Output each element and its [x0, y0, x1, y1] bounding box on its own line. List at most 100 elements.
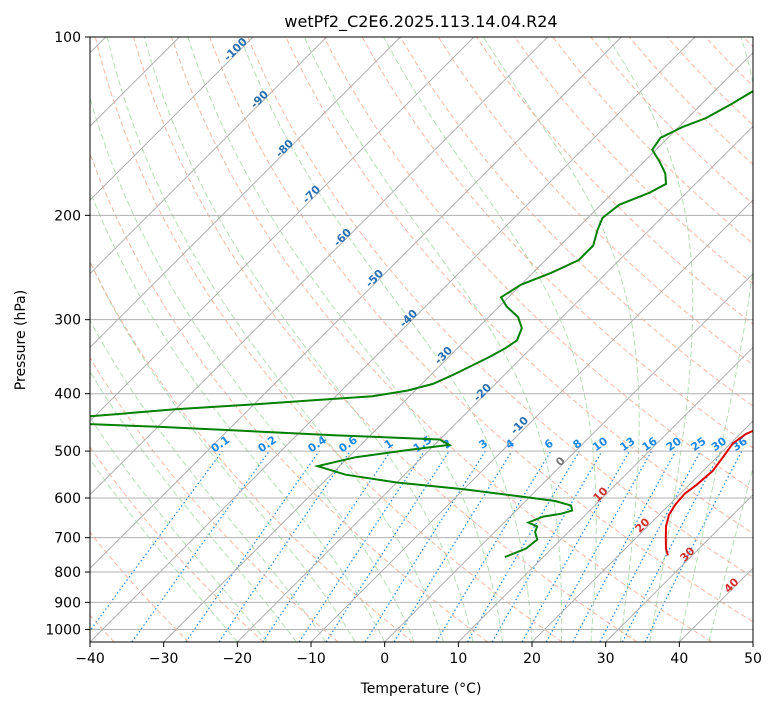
- x-tick-label: −40: [75, 651, 105, 667]
- dry-adiabat: [323, 37, 753, 491]
- chart-title: wetPf2_C2E6.2025.113.14.04.R24: [284, 12, 557, 32]
- dry-adiabat: [209, 37, 753, 623]
- dry-adiabat-label: -20: [471, 381, 494, 404]
- y-tick-label: 400: [54, 387, 81, 403]
- dry-adiabat: [437, 37, 753, 366]
- isotherm: [236, 125, 753, 642]
- y-tick-label: 900: [54, 595, 81, 611]
- x-tick-label: 50: [744, 651, 762, 667]
- dry-adiabat: [743, 37, 753, 48]
- temperature-profile: [664, 429, 753, 556]
- y-tick-label: 300: [54, 313, 81, 329]
- x-tick-label: −30: [149, 651, 179, 667]
- x-tick-label: 40: [670, 651, 688, 667]
- isotherms: [90, 37, 753, 642]
- dry-adiabat: [90, 531, 190, 642]
- x-axis-label: Temperature (°C): [360, 681, 482, 697]
- isotherm: [163, 51, 753, 642]
- mixing-ratio-line: [298, 450, 425, 642]
- mixing-ratio-label: 4: [503, 437, 517, 452]
- dry-adiabat: [90, 260, 414, 642]
- mixing-ratio-lines: [90, 450, 743, 642]
- moist-adiabat: [90, 458, 238, 642]
- mixing-ratio-line: [325, 450, 450, 642]
- dry-adiabat: [171, 37, 712, 642]
- moist-adiabat: [143, 37, 474, 642]
- moist-adiabat: [187, 37, 503, 642]
- dry-adiabat: [132, 37, 638, 642]
- dry-adiabats: [90, 37, 753, 642]
- y-tick-label: 700: [54, 531, 81, 547]
- isotherm: [605, 493, 753, 642]
- moist-adiabat: [106, 37, 445, 642]
- mixing-ratio-line: [262, 450, 392, 642]
- y-tick-label: 100: [54, 30, 81, 46]
- mixing-ratio-label: 0.2: [256, 433, 279, 455]
- dry-adiabat: [90, 152, 488, 642]
- x-tick-label: 10: [449, 651, 467, 667]
- x-tick-label: 0: [380, 651, 389, 667]
- moist-adiabat: [383, 37, 597, 642]
- plot-frame: [89, 36, 754, 643]
- isotherm: [752, 641, 753, 642]
- dry-adiabat-label: -10: [508, 414, 531, 437]
- dewpoint-profile: [90, 90, 753, 559]
- isotherm: [90, 37, 401, 349]
- mixing-ratio-line: [521, 450, 631, 642]
- mixing-ratio-line: [491, 450, 603, 642]
- mixing-ratio-label: 1.5: [411, 433, 434, 455]
- dry-adiabat-label: 10: [591, 484, 611, 504]
- dry-adiabat-label: -80: [273, 137, 296, 160]
- x-tick-label: 30: [597, 651, 615, 667]
- y-axis: 1000 900 800 700 600 500 400 300 200 100: [45, 30, 90, 638]
- x-axis: −40 −30 −20 −10 0 10 20 30 40 50: [75, 642, 762, 667]
- mixing-ratio-line: [131, 450, 270, 642]
- y-tick-label: 600: [54, 491, 81, 507]
- isotherm: [90, 37, 622, 570]
- x-tick-label: −10: [296, 651, 326, 667]
- dry-adiabat: [90, 446, 264, 642]
- dry-adiabat: [552, 37, 753, 245]
- dry-adiabat-label: -50: [363, 267, 386, 290]
- dry-adiabat: [94, 37, 563, 642]
- mixing-ratio-label: 6: [542, 437, 556, 452]
- isotherm: [457, 346, 753, 642]
- y-tick-label: 1000: [45, 622, 81, 638]
- isotherm: [90, 37, 696, 642]
- dry-adiabat: [590, 37, 753, 205]
- mixing-ratio-label: 0.4: [306, 433, 330, 455]
- dry-adiabat-label: -100: [221, 35, 250, 64]
- dry-adiabat: [285, 37, 753, 534]
- dry-adiabat-label: -30: [432, 344, 455, 367]
- moist-adiabat: [303, 37, 563, 642]
- moist-adiabats: [90, 37, 753, 642]
- dry-adiabat-label: 20: [633, 515, 653, 535]
- y-tick-label: 200: [54, 208, 81, 224]
- moist-adiabat: [90, 260, 356, 642]
- dry-adiabat: [90, 356, 339, 642]
- pressure-grid: [90, 37, 753, 630]
- dry-adiabat: [247, 37, 753, 578]
- mixing-ratio-line: [218, 450, 351, 642]
- isotherm: [90, 37, 254, 201]
- moist-adiabat: [90, 370, 297, 642]
- dry-adiabat-label: -70: [300, 183, 323, 206]
- isotherm: [310, 199, 753, 642]
- y-axis-label: Pressure (hPa): [13, 290, 29, 390]
- isotherm: [90, 37, 475, 422]
- mixing-ratio-line: [393, 450, 513, 642]
- dry-adiabat-label: -90: [248, 88, 271, 111]
- x-tick-label: −20: [223, 651, 253, 667]
- dry-adiabat: [476, 37, 753, 325]
- mixing-ratio-line: [90, 450, 223, 632]
- moist-adiabat: [607, 37, 694, 642]
- profiles: [90, 90, 753, 559]
- mixing-ratio-line: [466, 450, 580, 642]
- isotherm: [90, 37, 328, 275]
- dry-adiabat: [399, 37, 753, 407]
- mixing-ratio-line: [435, 450, 552, 642]
- isotherm: [384, 272, 753, 642]
- y-tick-label: 800: [54, 565, 81, 581]
- isotherm: [90, 37, 549, 496]
